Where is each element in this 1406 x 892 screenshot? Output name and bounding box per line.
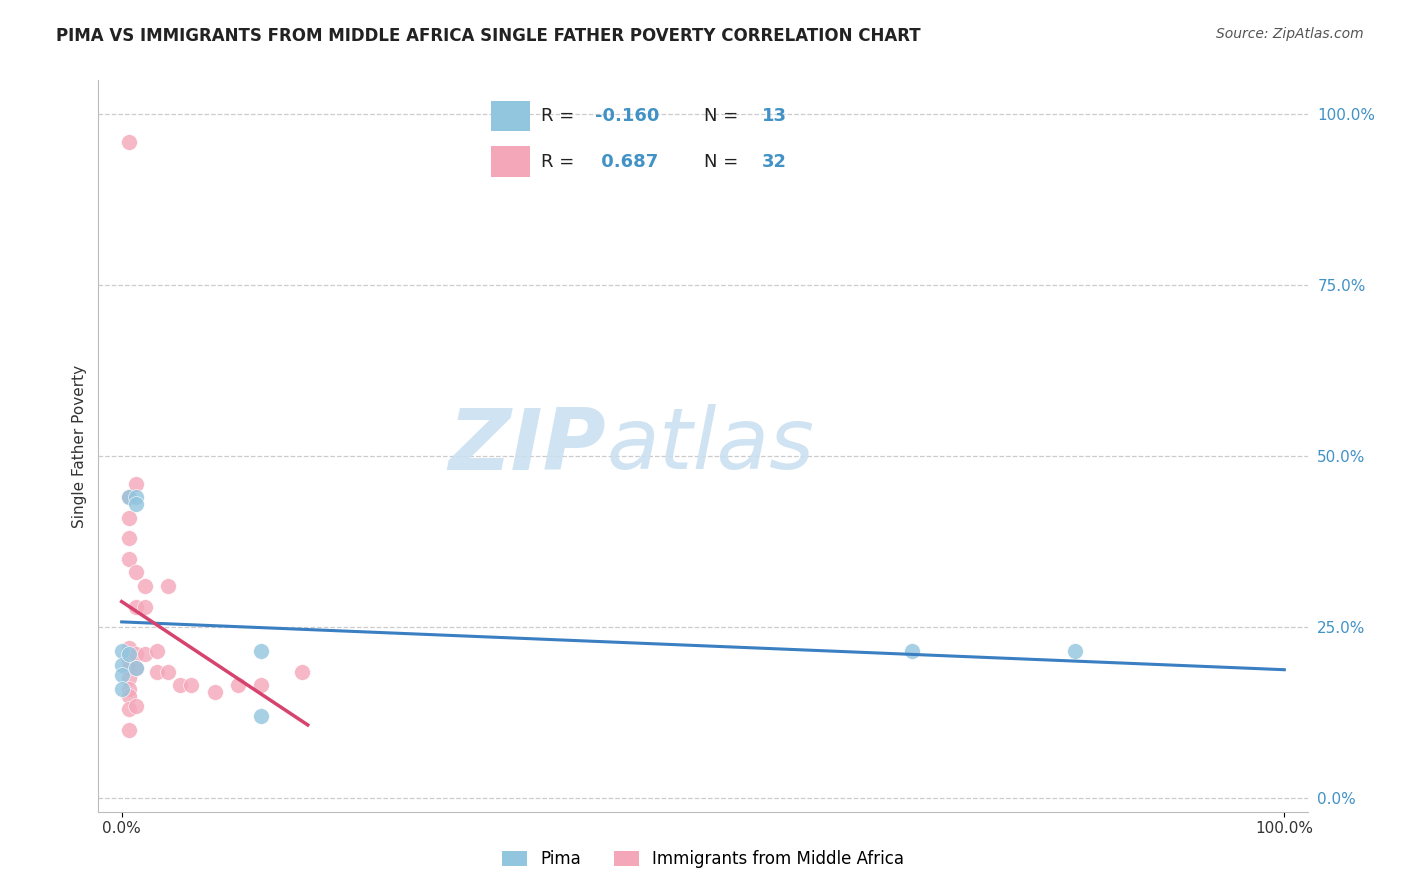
Point [124,698,146,713]
Point [118,661,141,675]
Point [111,657,134,672]
Point [180,678,202,692]
Point [226,678,249,692]
Point [134,648,156,662]
Point [124,566,146,580]
Point [124,476,146,491]
Point [111,644,134,658]
Point [111,681,134,696]
Text: ZIP: ZIP [449,404,606,488]
Point [250,644,273,658]
Point [124,490,146,504]
Point [134,599,156,614]
Point [111,668,134,682]
Point [169,678,191,692]
Point [1064,644,1087,658]
Text: atlas: atlas [606,404,814,488]
Text: PIMA VS IMMIGRANTS FROM MIDDLE AFRICA SINGLE FATHER POVERTY CORRELATION CHART: PIMA VS IMMIGRANTS FROM MIDDLE AFRICA SI… [56,27,921,45]
Point [157,579,180,593]
Point [118,689,141,703]
Legend: Pima, Immigrants from Middle Africa: Pima, Immigrants from Middle Africa [495,844,911,875]
Point [118,510,141,524]
Point [250,678,273,692]
Point [118,490,141,504]
Point [124,497,146,511]
Point [118,490,141,504]
Point [118,640,141,655]
Point [118,135,141,149]
Point [118,654,141,668]
Point [901,644,924,658]
Point [118,672,141,686]
Point [118,531,141,545]
Point [134,579,156,593]
Point [145,644,167,658]
Point [291,665,314,679]
Text: Source: ZipAtlas.com: Source: ZipAtlas.com [1216,27,1364,41]
Point [145,665,167,679]
Point [124,661,146,675]
Point [118,702,141,716]
Point [204,685,226,699]
Point [118,723,141,737]
Point [118,551,141,566]
Point [250,709,273,723]
Point [157,665,180,679]
Point [124,599,146,614]
Point [118,681,141,696]
Point [124,661,146,675]
Point [124,648,146,662]
Point [118,648,141,662]
Y-axis label: Single Father Poverty: Single Father Poverty [72,365,87,527]
